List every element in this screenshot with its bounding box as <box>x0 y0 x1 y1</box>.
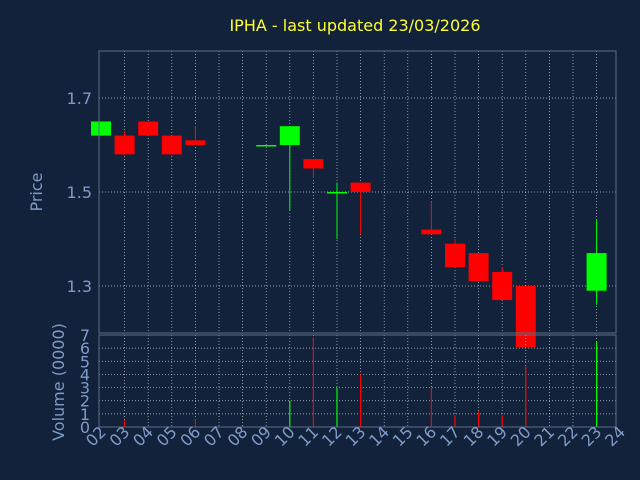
volume-y-tick-label: 6 <box>80 339 90 358</box>
candle-body-up <box>256 145 277 147</box>
volume-y-tick-label: 4 <box>80 365 90 384</box>
volume-y-tick-label: 1 <box>80 405 90 424</box>
candle-body-down <box>350 182 371 192</box>
candlesticks <box>91 121 607 348</box>
candle-body-up <box>586 253 607 291</box>
price-plot-frame <box>98 50 617 334</box>
volume-bars <box>123 337 598 427</box>
candle-body-down <box>421 229 442 235</box>
candle-body-down <box>138 121 159 136</box>
candle-body-down <box>445 243 465 268</box>
day-axis-label: Day <box>333 459 361 475</box>
candle-body-down <box>185 140 206 145</box>
volume-y-tick-label: 5 <box>80 352 90 371</box>
candle-body-up <box>91 121 111 136</box>
volume-y-tick-label: 3 <box>80 379 90 398</box>
candle-body-up <box>279 126 300 145</box>
candle-body-down <box>468 253 489 282</box>
volume-y-tick-label: 2 <box>80 392 90 411</box>
candle-body-up <box>327 192 347 194</box>
candle-body-down <box>303 159 324 169</box>
candle-body-down <box>114 135 135 155</box>
price-y-tick-label: 1.3 <box>67 277 92 296</box>
price-y-tick-labels: 1.3 1.5 1.7 <box>67 89 92 296</box>
chart-title: IPHA - last updated 23/03/2026 <box>229 16 480 35</box>
volume-y-tick-label: 7 <box>80 326 90 345</box>
candle-body-down <box>161 135 182 155</box>
candle-body-down <box>515 286 536 348</box>
price-axis-label: Price <box>27 172 46 211</box>
volume-axis-label: Volume (0000) <box>49 323 68 441</box>
day-x-tick-labels: 0203040506070809101112131415161718192021… <box>82 422 629 450</box>
price-y-tick-label: 1.7 <box>67 89 92 108</box>
volume-plot-frame <box>98 334 617 428</box>
price-y-tick-label: 1.5 <box>67 183 92 202</box>
volume-y-tick-label: 0 <box>80 418 90 437</box>
candle-body-down <box>492 271 513 301</box>
price-panel: 1.3 1.5 1.7 Price <box>27 50 617 348</box>
